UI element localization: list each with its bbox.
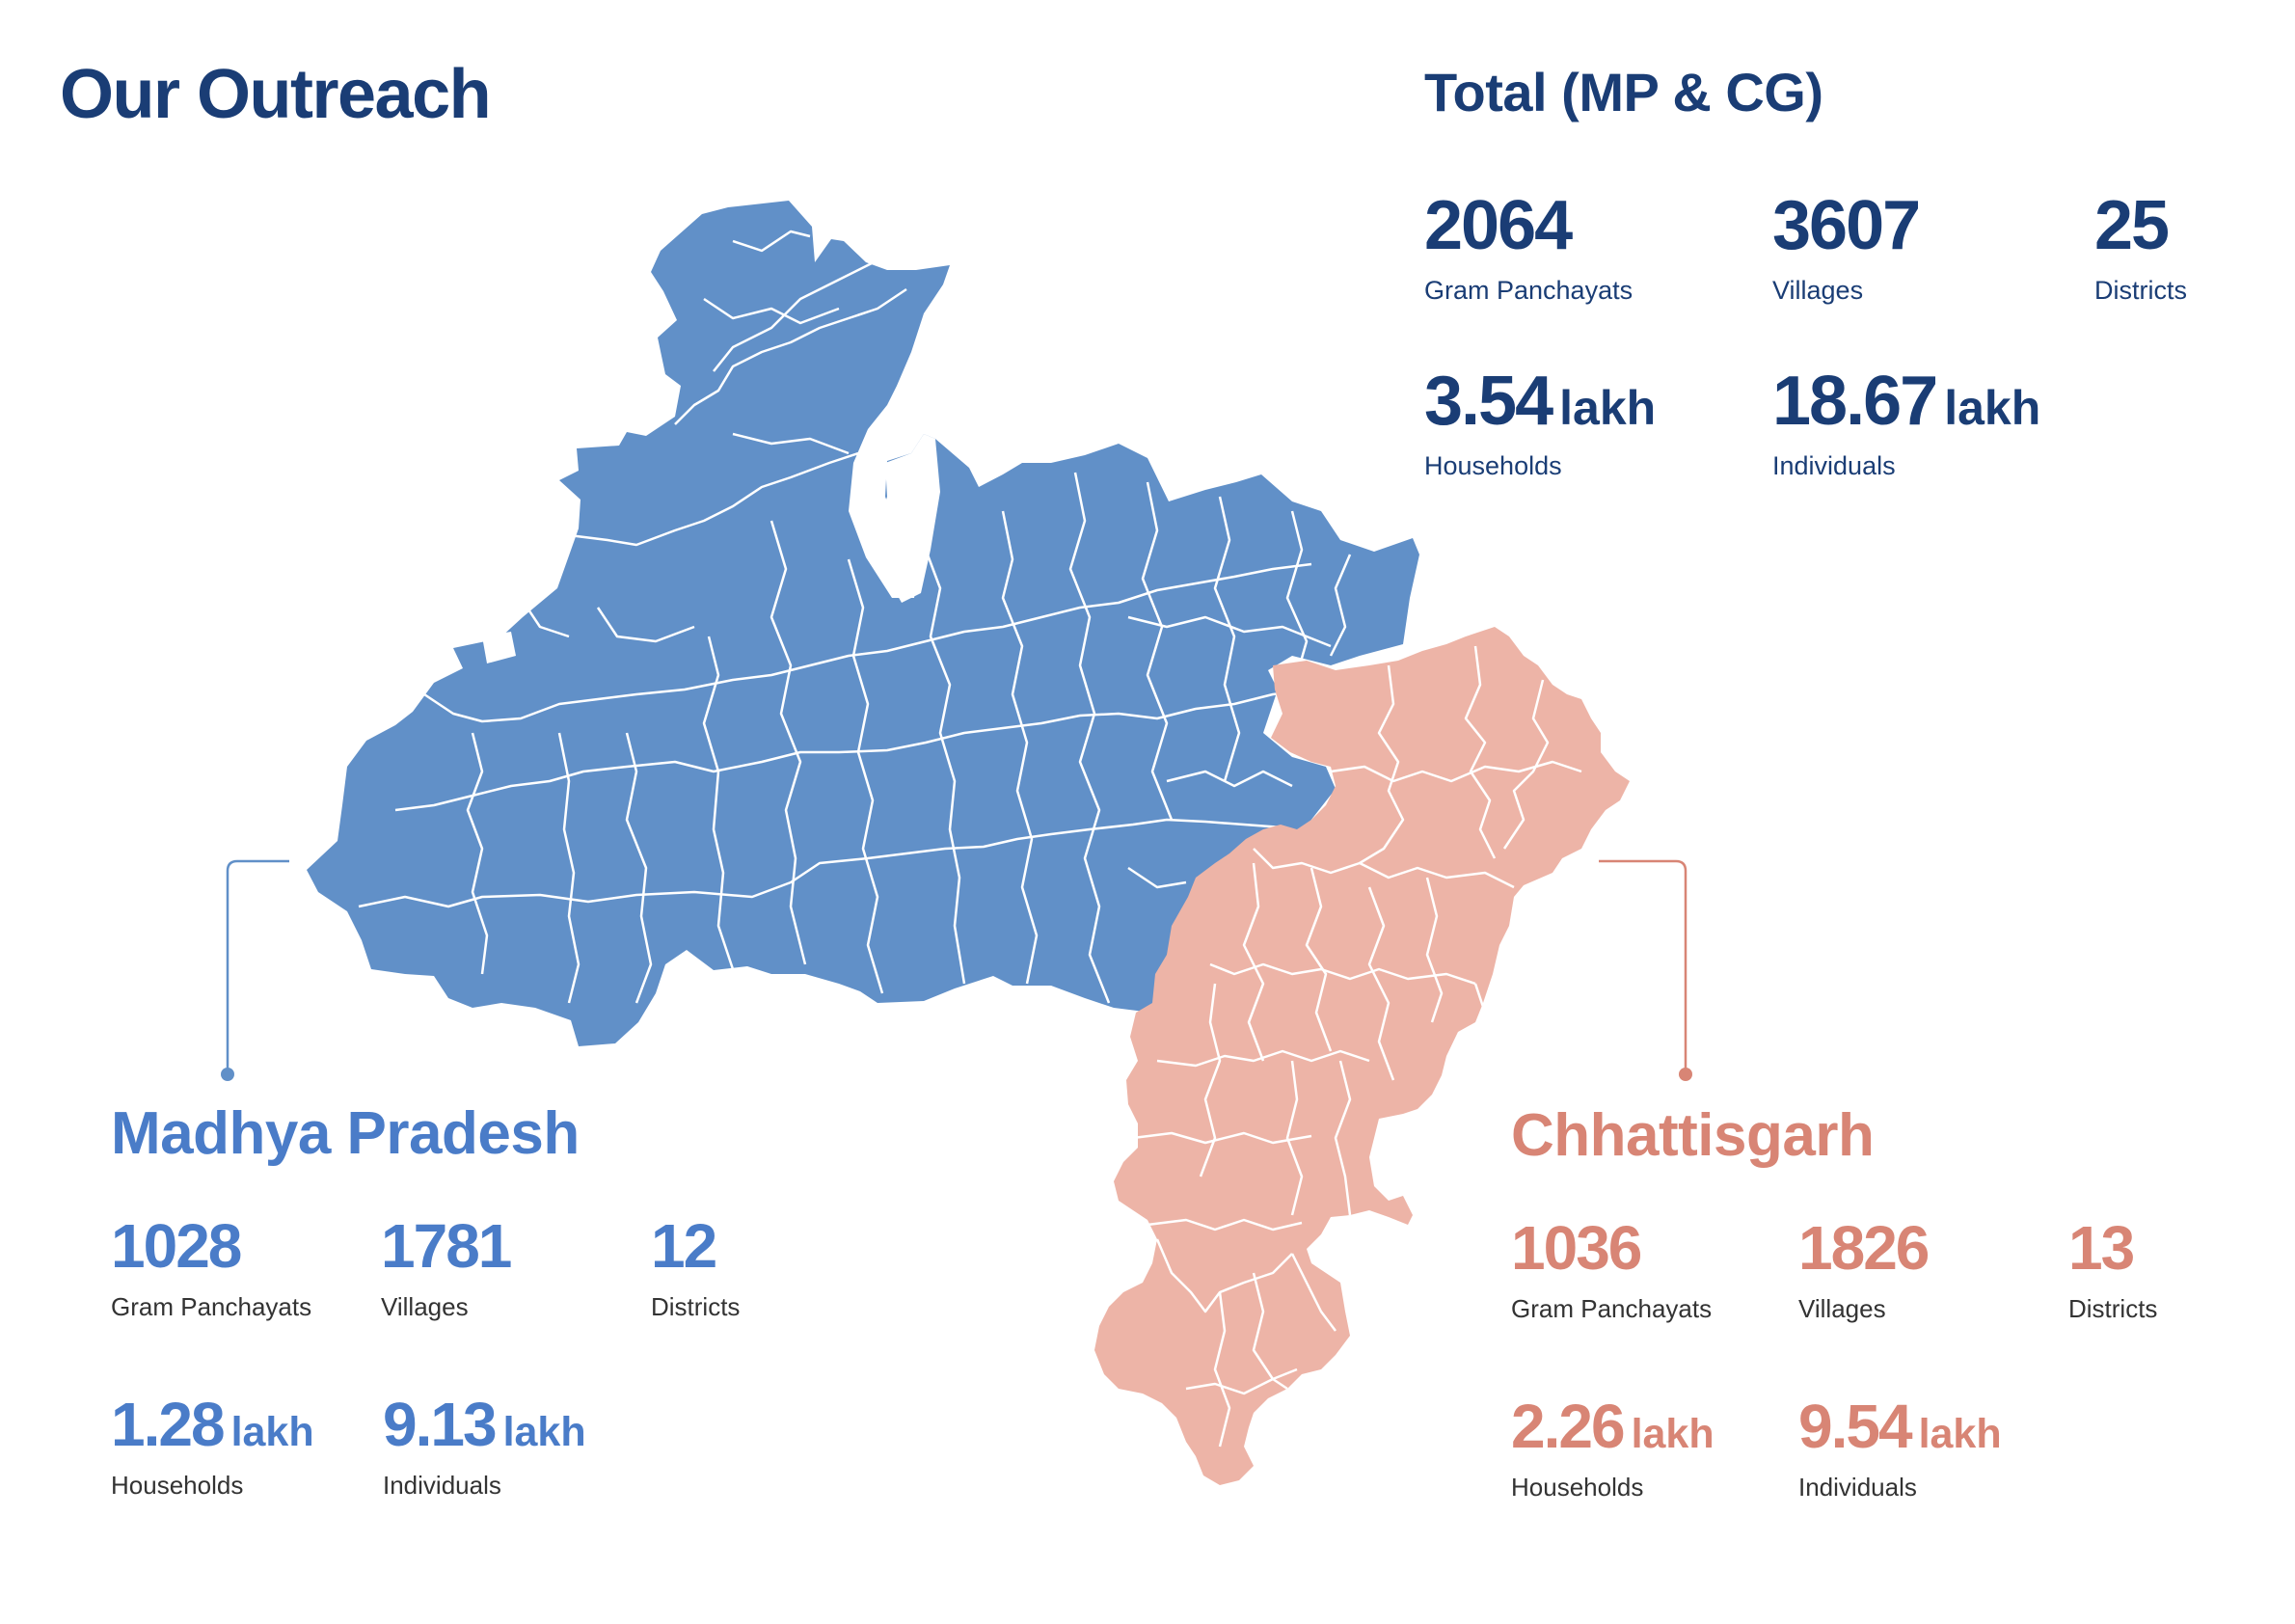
total-villages: 3607 Villages bbox=[1772, 187, 1921, 305]
stat-unit: lakh bbox=[1944, 381, 2041, 435]
stat-unit: lakh bbox=[1559, 381, 1657, 435]
stat-value: 12 bbox=[651, 1211, 717, 1281]
stat-label: Villages bbox=[381, 1292, 469, 1321]
cg-villages: 1826 Villages bbox=[1798, 1213, 1930, 1323]
stat-value: 1.28 bbox=[111, 1390, 226, 1459]
total-districts: 25 Districts bbox=[2094, 191, 2187, 304]
stat-unit: lakh bbox=[230, 1409, 314, 1455]
stat-label: Districts bbox=[2068, 1294, 2158, 1323]
mp-individuals: 9.13 lakh Individuals bbox=[383, 1394, 586, 1498]
stat-value: 2064 bbox=[1424, 187, 1573, 264]
total-households: 3.54 lakh Households bbox=[1424, 366, 1656, 479]
mp-gram-panchayats: 1028 Gram Panchayats bbox=[111, 1215, 311, 1319]
cg-individuals: 9.54 lakh Individuals bbox=[1798, 1395, 2002, 1500]
mp-connector-dot bbox=[221, 1068, 234, 1081]
stat-value: 13 bbox=[2068, 1213, 2135, 1283]
stat-value-row: 9.54 lakh bbox=[1798, 1395, 2002, 1457]
stat-value-row: 9.13 lakh bbox=[383, 1394, 586, 1455]
stat-value-row: 2.26 lakh bbox=[1511, 1395, 1714, 1457]
mp-households: 1.28 lakh Households bbox=[111, 1394, 314, 1498]
mp-title: Madhya Pradesh bbox=[111, 1100, 580, 1167]
chhattisgarh-map bbox=[1094, 627, 1630, 1485]
mp-districts: 12 Districts bbox=[651, 1215, 740, 1319]
stat-label: Individuals bbox=[383, 1471, 501, 1500]
stat-label: Gram Panchayats bbox=[1511, 1294, 1713, 1323]
stat-label: Households bbox=[1424, 451, 1562, 480]
mp-lake bbox=[873, 434, 940, 603]
cg-districts: 13 Districts bbox=[2068, 1217, 2157, 1321]
mp-connector bbox=[221, 859, 289, 1081]
stat-value: 1028 bbox=[111, 1211, 242, 1281]
stat-label: Districts bbox=[651, 1292, 741, 1321]
cg-district-borders bbox=[1132, 645, 1582, 1448]
stat-value-row: 18.67 lakh bbox=[1772, 366, 2040, 436]
stat-label: Households bbox=[1511, 1473, 1644, 1502]
stat-label: Villages bbox=[1772, 276, 1864, 305]
stat-unit: lakh bbox=[1631, 1411, 1714, 1457]
stat-label: Gram Panchayats bbox=[1424, 276, 1634, 305]
stat-value: 25 bbox=[2094, 187, 2170, 264]
madhya-pradesh-region bbox=[307, 201, 1419, 1046]
stat-value: 9.13 bbox=[383, 1390, 498, 1459]
stat-label: Villages bbox=[1798, 1294, 1886, 1323]
cg-households: 2.26 lakh Households bbox=[1511, 1395, 1714, 1500]
stat-label: Individuals bbox=[1772, 451, 1896, 480]
cg-connector-dot bbox=[1679, 1068, 1692, 1081]
mp-villages: 1781 Villages bbox=[381, 1211, 512, 1321]
stat-value-row: 3.54 lakh bbox=[1424, 366, 1656, 436]
total-title: Total (MP & CG) bbox=[1424, 62, 1823, 122]
stat-value: 1781 bbox=[381, 1211, 512, 1281]
stat-label: Individuals bbox=[1798, 1473, 1917, 1502]
mp-district-borders bbox=[358, 230, 1352, 1004]
stat-value: 1826 bbox=[1798, 1213, 1930, 1283]
mp-inlet bbox=[482, 632, 516, 663]
stat-value: 2.26 bbox=[1511, 1392, 1626, 1461]
stat-unit: lakh bbox=[1918, 1411, 2002, 1457]
stat-label: Districts bbox=[2094, 276, 2187, 305]
stat-label: Households bbox=[111, 1471, 244, 1500]
stat-value: 3607 bbox=[1772, 187, 1921, 264]
total-individuals: 18.67 lakh Individuals bbox=[1772, 366, 2040, 479]
stat-value: 18.67 bbox=[1772, 363, 1938, 440]
madhya-pradesh-map bbox=[307, 201, 1419, 1046]
cg-connector bbox=[1599, 859, 1692, 1081]
page-title: Our Outreach bbox=[60, 56, 492, 133]
total-gram-panchayats: 2064 Gram Panchayats bbox=[1424, 191, 1633, 304]
stat-value: 3.54 bbox=[1424, 363, 1553, 440]
chhattisgarh-region bbox=[1094, 627, 1630, 1485]
stat-value-row: 1.28 lakh bbox=[111, 1394, 314, 1455]
stat-value: 1036 bbox=[1511, 1213, 1642, 1283]
stat-label: Gram Panchayats bbox=[111, 1292, 312, 1321]
stat-value: 9.54 bbox=[1798, 1392, 1913, 1461]
stat-unit: lakh bbox=[502, 1409, 586, 1455]
cg-gram-panchayats: 1036 Gram Panchayats bbox=[1511, 1217, 1712, 1321]
cg-title: Chhattisgarh bbox=[1511, 1102, 1875, 1169]
